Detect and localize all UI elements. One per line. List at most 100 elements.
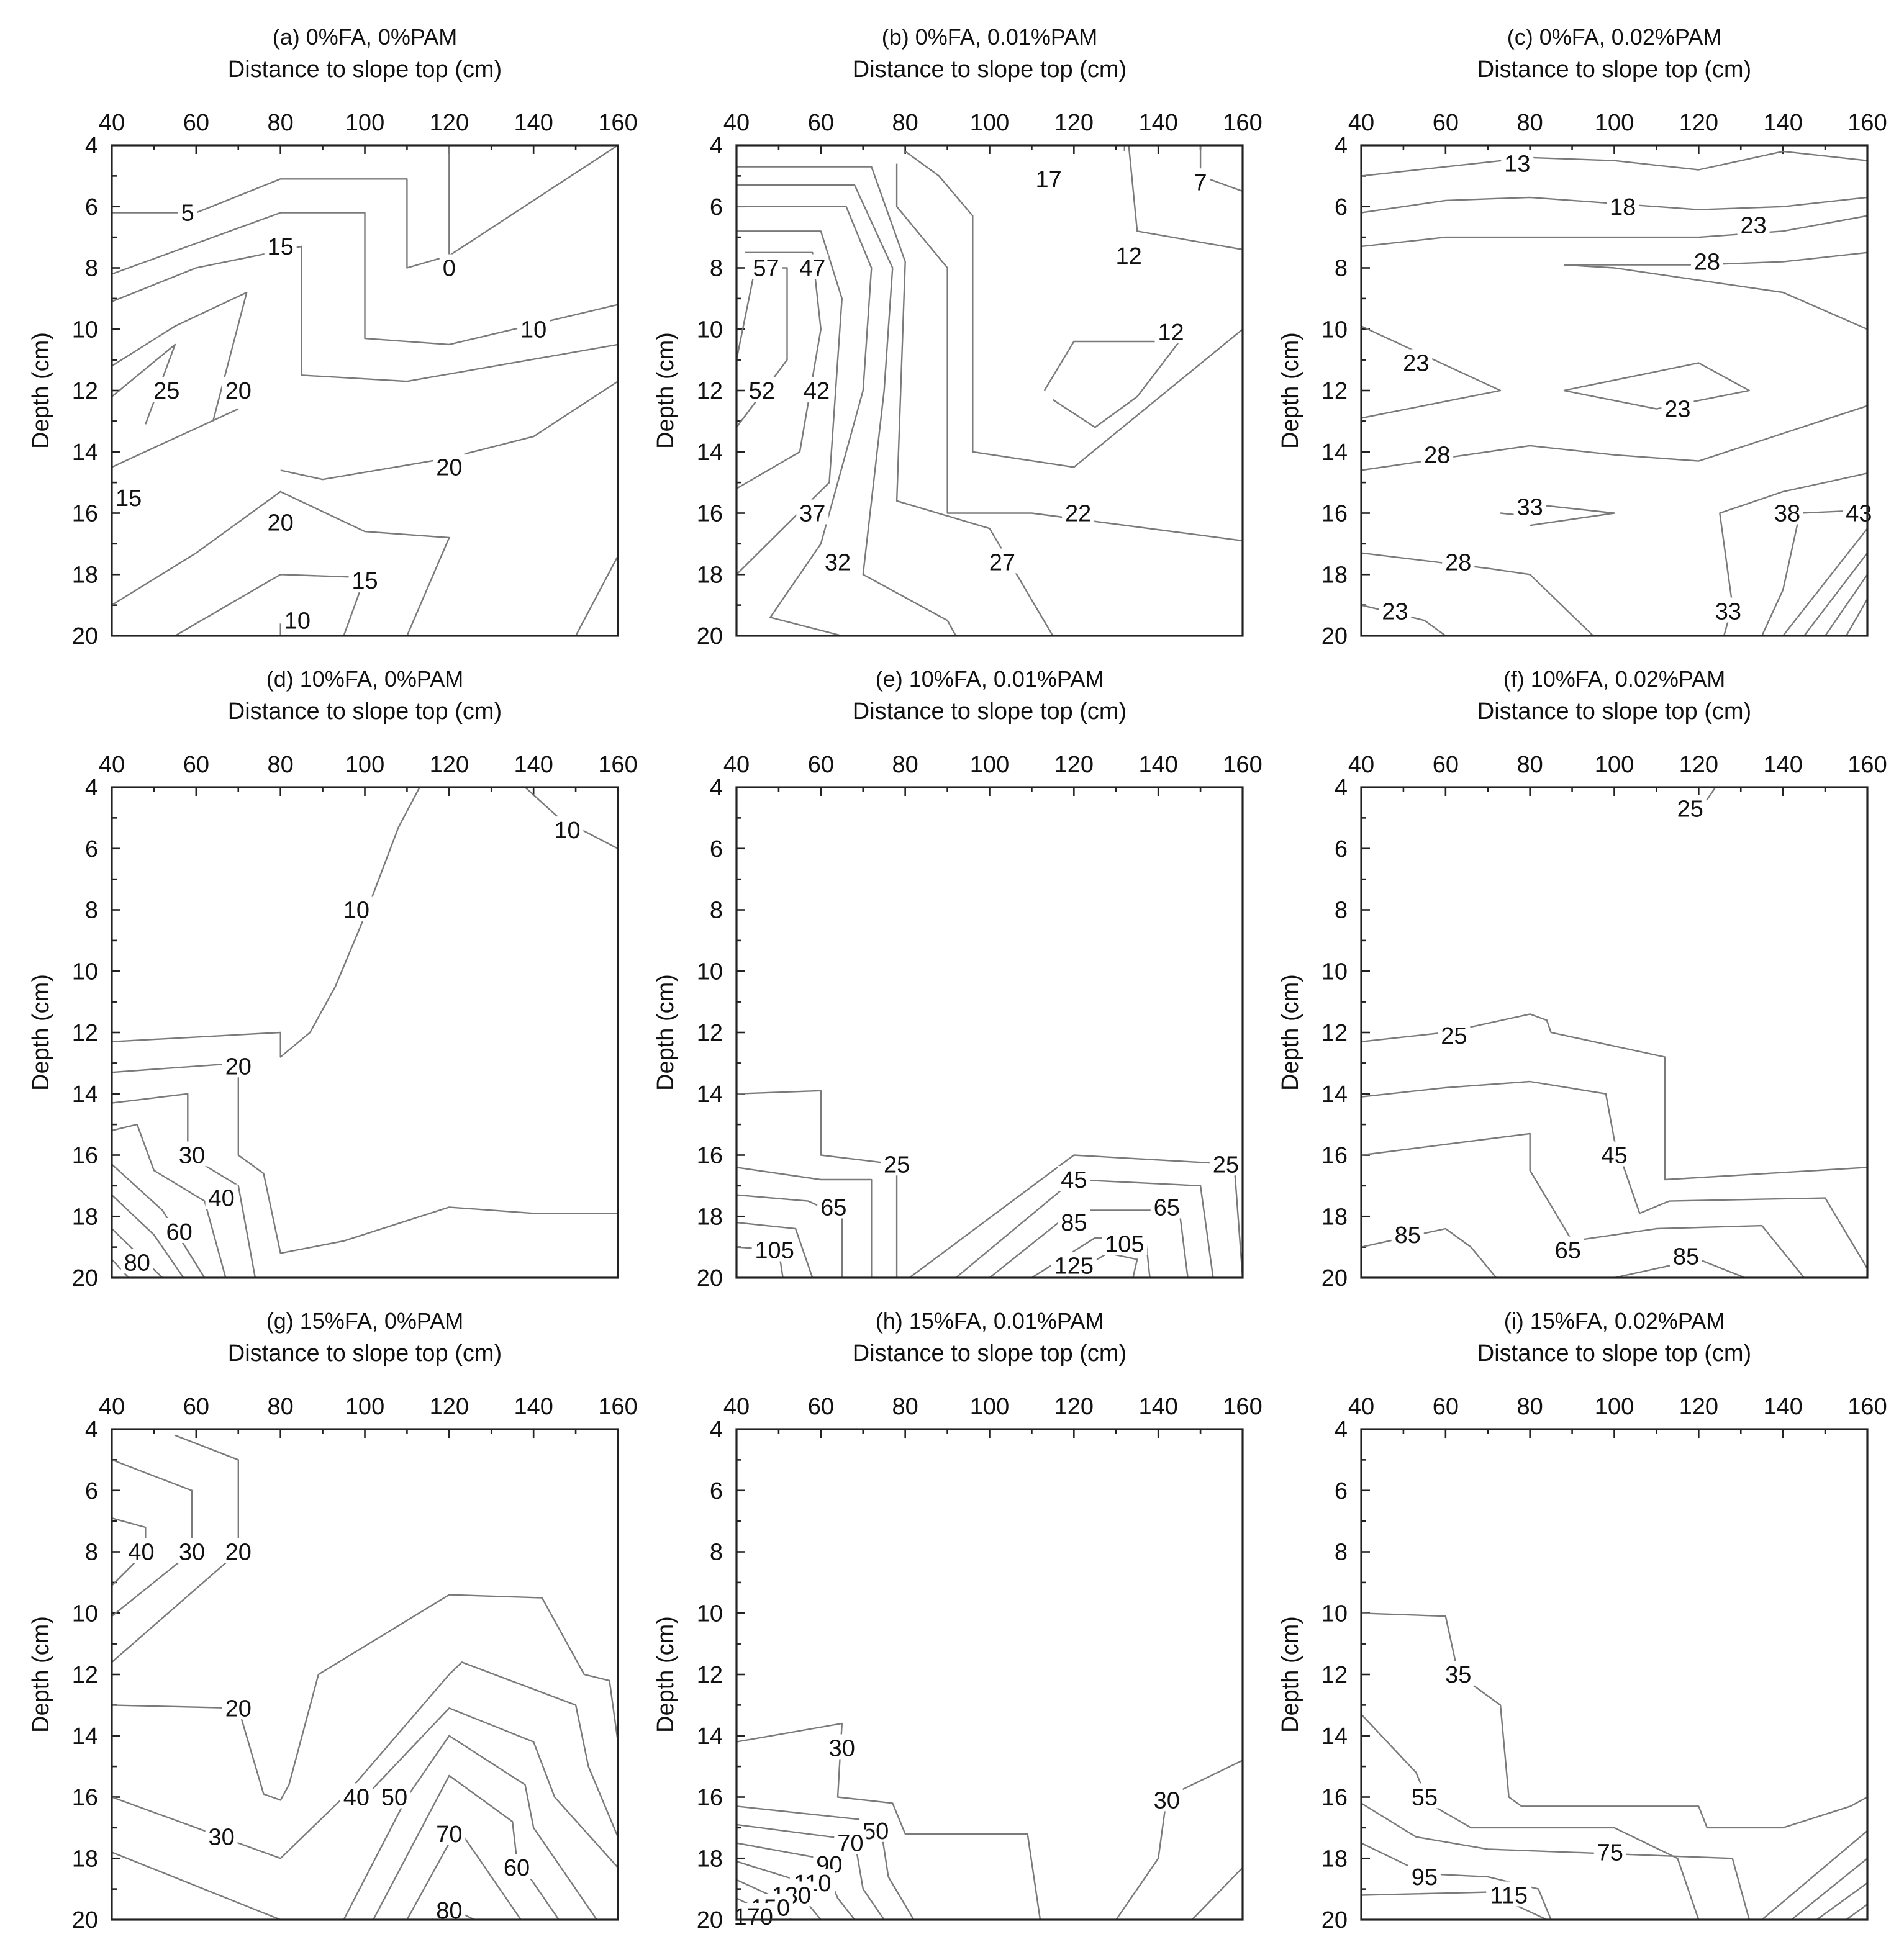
contour-line-50 [112,1163,206,1278]
contour-line-70 [737,1823,885,1920]
x-tick-label: 80 [268,1394,294,1420]
contour-label-backing [730,1903,776,1928]
contour-label-backing [1112,242,1145,267]
y-tick-label: 10 [697,959,723,985]
contour-line-12 [1128,145,1243,251]
contour-label: 40 [208,1186,234,1212]
contour-line-75 [1791,1858,1867,1920]
contour-label-backing [1408,1783,1441,1809]
contour-label: 15 [268,234,294,260]
y-tick-label: 4 [710,133,723,159]
contour-label-backing [1190,168,1210,194]
x-axis-label: Distance to slope top (cm) [228,698,502,725]
contour-label-backing [1669,1242,1702,1268]
x-tick-label: 60 [808,752,834,778]
y-tick-label: 20 [697,1265,723,1291]
contour-label: 65 [820,1195,846,1221]
y-tick-label: 18 [697,562,723,588]
plot-frame [1360,1428,1869,1921]
contour-label-backing [222,1694,255,1720]
contour-label: 45 [1601,1143,1627,1169]
x-tick-label: 80 [268,110,294,136]
y-tick-label: 10 [1321,959,1348,985]
x-tick-label: 80 [892,1394,918,1420]
contour-label-backing [163,1217,196,1243]
contour-label: 42 [804,378,830,404]
x-tick-label: 80 [892,752,918,778]
y-tick-label: 12 [72,1662,98,1688]
contour-lines [737,1722,1243,1920]
x-axis-label: Distance to slope top (cm) [1477,1340,1751,1367]
x-tick-label: 160 [1223,752,1262,778]
contour-line-20 [175,1434,239,1552]
contour-line-23 [1563,362,1751,410]
x-axis-label: Distance to slope top (cm) [228,1340,502,1367]
contour-label-backing [1690,248,1723,273]
x-tick-label: 120 [1054,110,1094,136]
contour-label-backing [340,1783,373,1809]
panel-h: (h) 15%FA, 0.01%PAM Distance to slope top… [653,1308,1263,1933]
contour-label: 70 [436,1822,462,1848]
x-tick-label: 60 [183,1394,209,1420]
y-axis-label: Depth (cm) [653,974,679,1091]
y-tick-label: 4 [85,775,98,801]
panel-c: (c) 0%FA, 0.02%PAM Distance to slope top … [1277,24,1887,649]
contour-line-10 [112,245,618,382]
contour-label: 52 [749,378,775,404]
contour-label: 12 [1115,243,1141,269]
contour-label-backing [1032,165,1065,191]
y-tick-label: 8 [1335,1540,1348,1566]
y-tick-label: 14 [72,1723,98,1750]
y-tick-label: 14 [697,1723,723,1750]
y-tick-label: 10 [1321,1601,1348,1627]
plot-frame [735,1428,1244,1921]
panel-a: (a) 0%FA, 0%PAM Distance to slope top (cm… [28,24,638,649]
y-axis-label: Depth (cm) [1277,332,1303,449]
contour-label-backing [834,1829,867,1854]
contour-label-backing [751,1236,797,1262]
panel-title: (c) 0%FA, 0.02%PAM [1507,24,1721,50]
contour-label-backing [881,1150,913,1176]
y-axis-label: Depth (cm) [28,1616,54,1733]
contour-label-backing [1408,1863,1441,1888]
contour-lines [112,1434,618,1920]
contour-label-backing [1598,1141,1631,1167]
contour-label: 13 [1504,151,1530,178]
contour-label-backing [222,1052,255,1078]
plot-frame [735,786,1244,1279]
contour-line-95 [1816,1882,1867,1920]
x-tick-label: 60 [1433,1394,1459,1420]
contour-label: 30 [829,1736,855,1762]
contour-label-backing [1379,597,1412,623]
panel-title: (f) 10%FA, 0.02%PAM [1503,666,1725,692]
contour-label: 30 [179,1540,205,1566]
plot-frame [111,144,619,637]
contour-label: 95 [1412,1864,1438,1891]
contour-label-backing [825,1734,858,1760]
contour-label: 23 [1403,351,1429,377]
contour-label: 57 [753,256,779,282]
contour-label: 45 [1061,1167,1087,1193]
y-tick-label: 20 [72,1907,98,1933]
contour-label: 28 [1445,550,1471,576]
contour-line-45 [1361,1080,1867,1269]
contour-label: 0 [443,256,456,282]
contour-label: 28 [1694,250,1720,276]
panel-title: (e) 10%FA, 0.01%PAM [876,666,1104,692]
panel-d: (d) 10%FA, 0%PAM Distance to slope top (c… [28,666,638,1291]
contour-line-30 [1115,1760,1243,1920]
x-tick-label: 40 [1348,1394,1374,1420]
contour-label-backing [1058,1209,1090,1234]
contour-line-85 [737,1221,814,1278]
panel-title: (d) 10%FA, 0%PAM [266,666,463,692]
contour-label: 32 [825,550,851,576]
x-tick-label: 40 [1348,752,1374,778]
y-tick-label: 8 [1335,256,1348,282]
plot-frame [1360,786,1869,1279]
contour-label: 23 [1664,397,1690,423]
x-tick-label: 160 [598,752,637,778]
contour-label: 37 [799,501,825,527]
y-tick-label: 4 [85,133,98,159]
y-tick-label: 16 [72,1785,98,1811]
y-tick-label: 8 [710,898,723,924]
